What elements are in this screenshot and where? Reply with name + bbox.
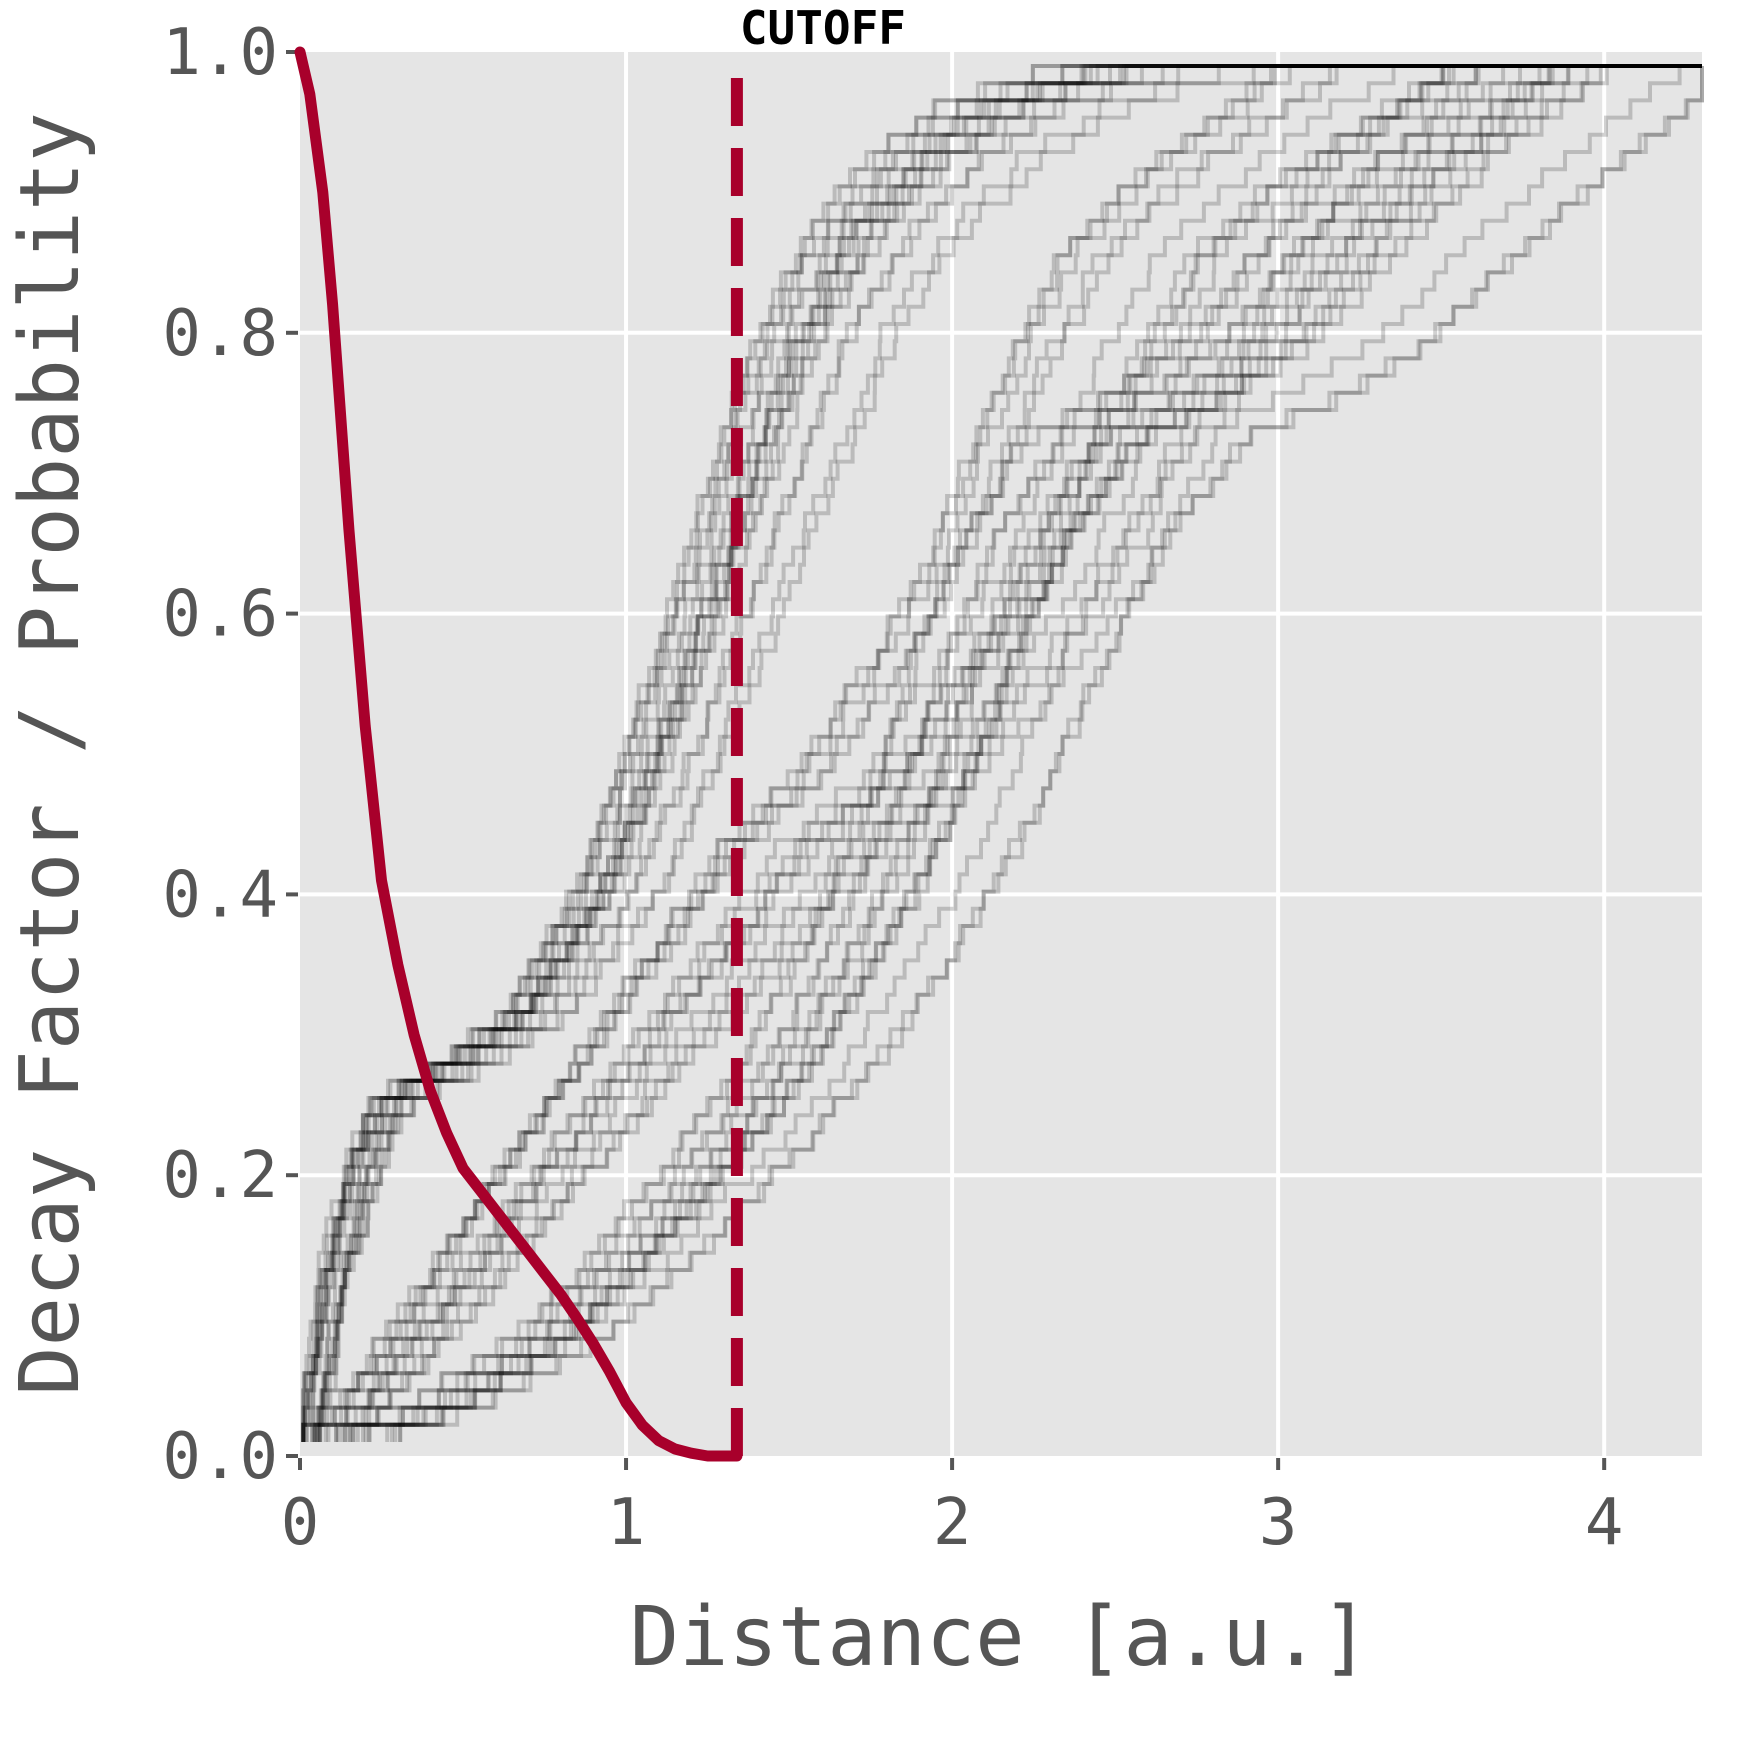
ecdf-line: [301, 64, 1702, 1442]
x-tick-label: 4: [1585, 1486, 1624, 1560]
ecdf-line: [312, 64, 1702, 1442]
x-tick-label: 3: [1259, 1486, 1298, 1560]
cutoff-label: CUTOFF: [740, 1, 906, 55]
grid-lines: [300, 52, 1702, 1456]
ecdf-line: [301, 64, 1702, 1442]
y-tick-label: 0.6: [162, 578, 278, 652]
ecdf-line: [363, 64, 1702, 1442]
decay-curve: [294, 46, 743, 1462]
x-axis-title: Distance [a.u.]: [630, 1590, 1371, 1685]
ecdf-line: [301, 64, 1702, 1442]
ecdf-line: [313, 64, 1702, 1442]
y-tick-label: 0.8: [162, 297, 278, 371]
ecdf-line: [393, 64, 1702, 1442]
x-tick-label: 1: [607, 1486, 646, 1560]
ecdf-line: [304, 64, 1702, 1442]
ecdf-line: [301, 64, 1702, 1442]
ecdf-line: [301, 64, 1702, 1442]
ecdf-line: [351, 64, 1702, 1442]
ecdf-line: [347, 64, 1702, 1442]
ecdf-line: [310, 64, 1702, 1442]
ecdf-line: [336, 64, 1702, 1442]
ecdf-line: [317, 64, 1702, 1442]
ecdf-line: [343, 64, 1702, 1442]
ecdf-line: [314, 64, 1702, 1442]
x-tick-label: 2: [933, 1486, 972, 1560]
y-tick-label: 0.2: [162, 1139, 278, 1213]
ecdf-line: [343, 64, 1702, 1442]
ecdf-line: [314, 64, 1702, 1442]
ecdf-line: [312, 64, 1702, 1442]
plot-background: [300, 52, 1702, 1456]
ecdf-line: [326, 64, 1702, 1442]
ecdf-line: [334, 64, 1702, 1442]
ecdf-line: [316, 64, 1702, 1442]
decay-curve-layer: [294, 46, 743, 1462]
ecdf-ensemble: [301, 64, 1704, 1442]
ecdf-line: [348, 64, 1702, 1442]
ecdf-line: [304, 64, 1702, 1442]
ecdf-line: [301, 64, 1702, 1442]
ecdf-line: [317, 64, 1702, 1442]
ecdf-line: [367, 64, 1702, 1442]
ecdf-line: [355, 64, 1702, 1442]
ecdf-line: [301, 64, 1702, 1442]
y-tick-label: 0.0: [162, 1420, 278, 1494]
ecdf-line: [361, 64, 1702, 1442]
tick-labels: 0 1 2 3 4 0.0 0.2 0.4 0.6 0.8 1.0: [162, 16, 1623, 1560]
ecdf-line: [301, 64, 1702, 1442]
ecdf-line: [340, 64, 1702, 1442]
ecdf-line: [367, 64, 1702, 1442]
ecdf-line: [318, 64, 1702, 1442]
y-tick-label: 1.0: [162, 16, 278, 90]
ecdf-line: [351, 64, 1702, 1442]
x-tick-label: 0: [281, 1486, 320, 1560]
ecdf-line: [318, 64, 1702, 1442]
axes: [286, 50, 1607, 1470]
y-axis-title: Decay Factor / Probability: [3, 112, 98, 1396]
ecdf-line: [334, 64, 1702, 1442]
ecdf-line: [323, 64, 1702, 1442]
y-tick-label: 0.4: [162, 858, 278, 932]
ecdf-line: [385, 64, 1702, 1442]
ecdf-line: [301, 64, 1702, 1442]
ecdf-line: [310, 64, 1702, 1442]
ecdf-line: [301, 64, 1702, 1442]
ecdf-line: [389, 64, 1702, 1442]
